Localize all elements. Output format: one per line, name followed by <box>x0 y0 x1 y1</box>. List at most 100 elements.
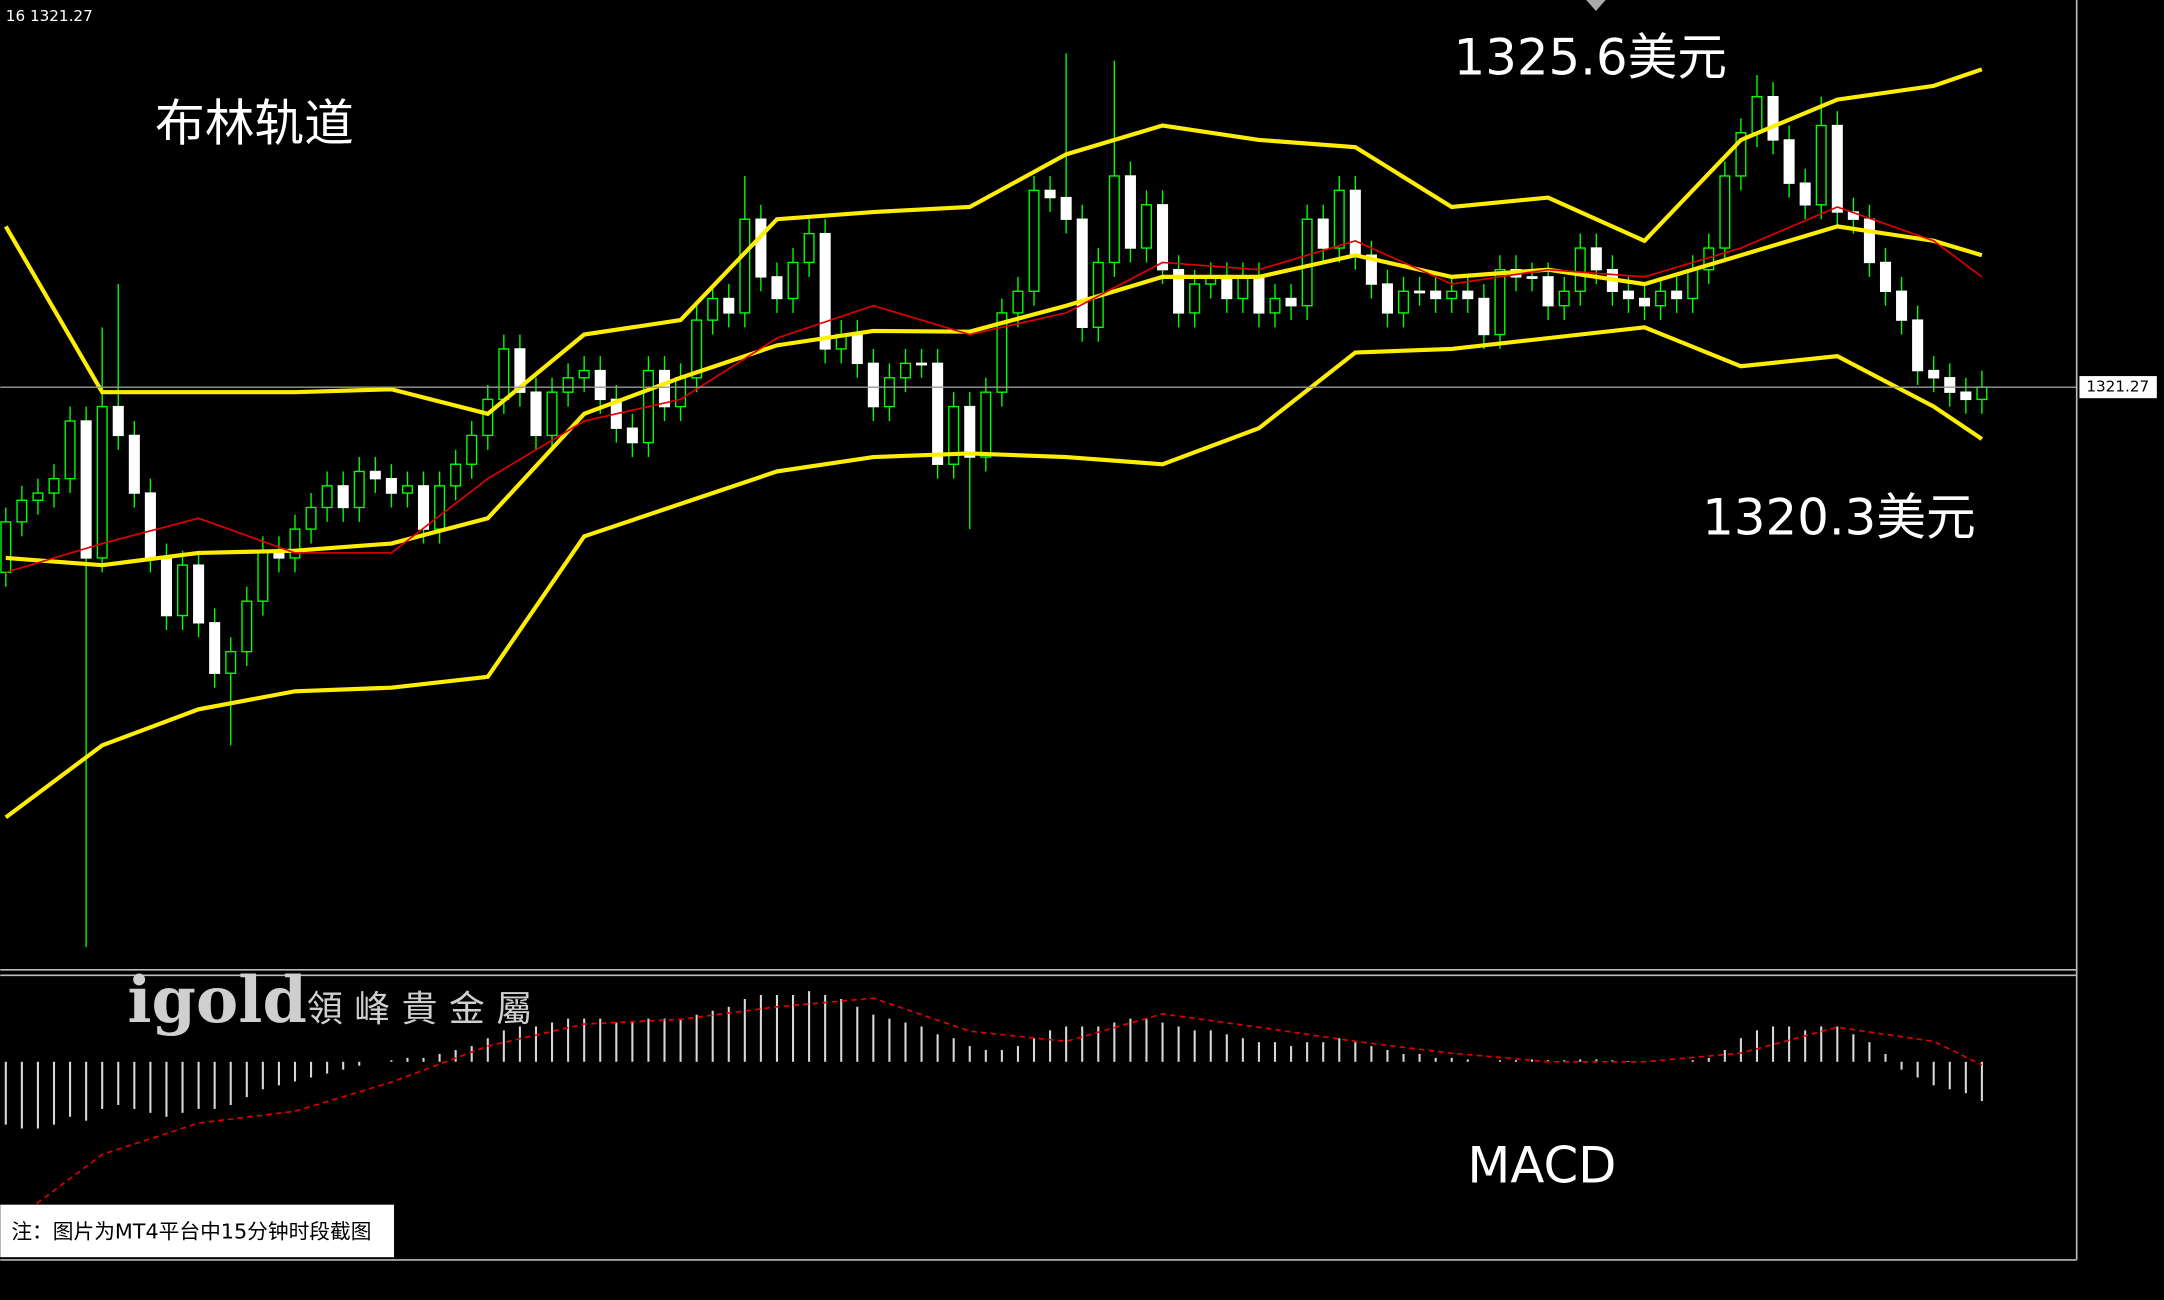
candle-body <box>1253 276 1265 314</box>
note: 注：图片为MT4平台中15分钟时段截图 <box>11 1219 371 1243</box>
candle-body <box>803 232 815 264</box>
candle-body <box>1719 175 1731 249</box>
candle-body <box>177 564 189 617</box>
candle-body <box>514 348 526 393</box>
candle-body <box>1237 276 1249 300</box>
candle-body <box>1189 283 1201 314</box>
candle-body <box>787 261 799 300</box>
candle-body <box>883 377 895 408</box>
candle-body <box>193 564 205 624</box>
candle-body <box>980 391 992 458</box>
bollinger-band <box>5 224 1983 568</box>
candle-body <box>578 369 590 379</box>
current-price-label: 1321.27 <box>2086 378 2149 396</box>
candle-body <box>1622 290 1634 300</box>
candle-body <box>1076 218 1088 329</box>
candle-body <box>1558 290 1570 307</box>
candle-body <box>1173 268 1185 314</box>
candle-body <box>1333 189 1345 249</box>
bollinger-band <box>4 325 1984 820</box>
candle-body <box>899 362 912 379</box>
shift-marker <box>1586 0 1606 12</box>
candle-body <box>1815 124 1827 206</box>
candle-body <box>1687 268 1699 300</box>
candle-body <box>675 377 687 408</box>
candle-body <box>916 362 928 366</box>
candle-body <box>0 521 12 574</box>
header-text: 16 1321.27 <box>6 7 93 25</box>
candle-body <box>1896 290 1908 321</box>
candle-body <box>385 477 397 494</box>
candle-body <box>1574 247 1586 292</box>
candle-body <box>1735 132 1747 177</box>
candle-body <box>1108 175 1120 264</box>
marks <box>0 53 2077 1228</box>
candle-body <box>16 499 28 523</box>
candle-body <box>128 434 140 494</box>
bollinger-band <box>4 67 1983 417</box>
candle-body <box>321 485 333 509</box>
candle-body <box>466 434 478 465</box>
candle-body <box>1060 196 1072 220</box>
candle-body <box>658 369 671 408</box>
signal-line <box>5 997 1983 1228</box>
annotation: 1320.3美元 <box>1702 488 1975 546</box>
candle-body <box>1124 175 1136 249</box>
candle-body <box>48 477 60 494</box>
candle-body <box>964 405 976 458</box>
candle-body <box>112 405 124 437</box>
candle-body <box>498 348 510 401</box>
candle-body <box>64 420 76 480</box>
candle-body <box>1285 297 1297 307</box>
candle-body <box>1655 290 1667 307</box>
watermark-name: 領 峰 貴 金 屬 <box>307 989 532 1030</box>
candle-body <box>369 470 381 480</box>
candle-body <box>851 333 863 365</box>
axes: 1321.27 <box>2079 376 2157 399</box>
candle-body <box>1478 297 1490 336</box>
candle-body <box>867 362 879 408</box>
candle-body <box>257 550 269 602</box>
candle-body <box>1767 96 1779 141</box>
candle-body <box>1317 218 1329 249</box>
candle-body <box>723 297 735 314</box>
candle-body <box>241 600 253 653</box>
candle-body <box>1301 218 1313 307</box>
candle-body <box>1526 276 1538 279</box>
candle-body <box>32 492 44 501</box>
candle-body <box>1863 218 1875 264</box>
candle-body <box>1365 254 1377 285</box>
candle-body <box>96 405 108 559</box>
candle-body <box>337 485 349 509</box>
candle-body <box>626 427 638 444</box>
candle-body <box>417 485 430 530</box>
candle-body <box>1269 297 1281 314</box>
candle-body <box>1462 290 1474 300</box>
candle-body <box>160 557 172 617</box>
candle-body <box>1446 290 1458 300</box>
candle-body <box>434 485 446 530</box>
candle-body <box>1414 290 1426 294</box>
candle-body <box>1221 276 1233 300</box>
candle-body <box>1349 189 1361 256</box>
annotation: 1325.6美元 <box>1454 28 1727 86</box>
candle-body <box>305 506 317 530</box>
moving-average <box>5 206 1983 574</box>
candle-body <box>1044 189 1056 199</box>
candle-body <box>691 319 703 379</box>
note-box <box>0 1204 395 1258</box>
candle-body <box>1799 182 1811 206</box>
candle-body <box>1157 204 1169 271</box>
candle-body <box>1928 369 1940 379</box>
candle-body <box>209 622 221 674</box>
candle-body <box>1140 204 1153 249</box>
candle-body <box>932 362 944 465</box>
candle-body <box>739 218 751 314</box>
candle-body <box>594 369 606 401</box>
candle-body <box>1542 276 1554 307</box>
candle-body <box>1638 297 1651 307</box>
candle-body <box>771 276 783 300</box>
watermark-brand: igold <box>127 962 307 1037</box>
annotation: 布林轨道 <box>155 95 354 153</box>
